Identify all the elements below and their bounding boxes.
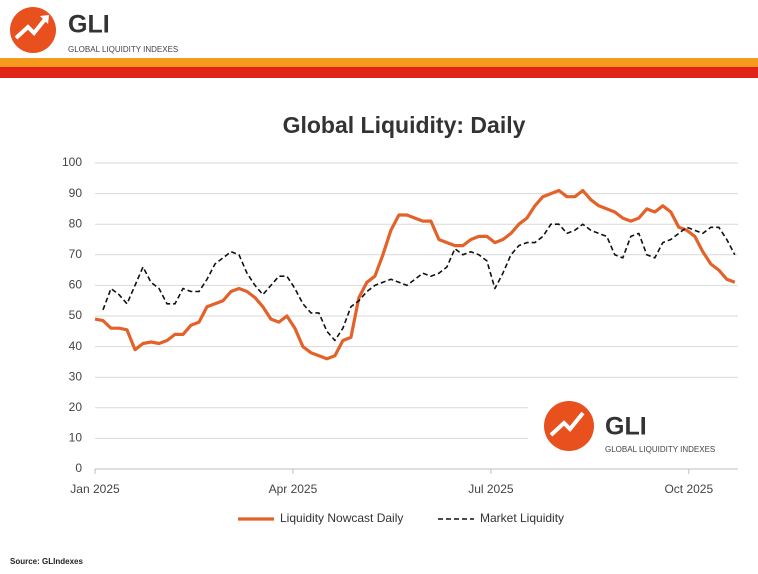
chart-title: Global Liquidity: Daily	[283, 112, 526, 138]
watermark-arrow	[549, 411, 585, 437]
header-logo	[10, 7, 56, 53]
y-tick-label: 100	[62, 155, 82, 169]
y-tick-label: 30	[69, 369, 83, 383]
series-line	[102, 223, 736, 342]
watermark	[528, 392, 738, 468]
header-tagline: GLOBAL LIQUIDITY INDEXES	[68, 45, 178, 54]
y-tick-label: 90	[69, 186, 83, 200]
y-tick-label: 80	[69, 216, 83, 230]
legend-label: Market Liquidity	[480, 511, 564, 525]
y-tick-label: 10	[69, 431, 83, 445]
x-tick-label: Jan 2025	[70, 482, 120, 496]
legend-label: Liquidity Nowcast Daily	[280, 511, 403, 525]
y-tick-label: 60	[69, 278, 83, 292]
watermark-tagline: GLOBAL LIQUIDITY INDEXES	[605, 445, 715, 454]
logo-arrowhead	[40, 15, 49, 24]
x-tick-label: Oct 2025	[664, 482, 713, 496]
header-logo-text: GLI	[68, 11, 110, 39]
y-tick-label: 20	[69, 400, 83, 414]
header-band	[0, 67, 758, 78]
x-tick-label: Jul 2025	[468, 482, 514, 496]
y-tick-label: 70	[69, 247, 83, 261]
source-note: Source: GLIndexes	[10, 557, 83, 566]
x-tick-label: Apr 2025	[269, 482, 318, 496]
y-tick-label: 40	[69, 339, 83, 353]
header-band	[0, 58, 758, 67]
logo-arrow	[14, 16, 48, 40]
series-line	[94, 188, 736, 361]
watermark-logo-text: GLI	[605, 413, 647, 441]
y-tick-label: 50	[69, 308, 83, 322]
y-tick-label: 0	[75, 461, 82, 475]
